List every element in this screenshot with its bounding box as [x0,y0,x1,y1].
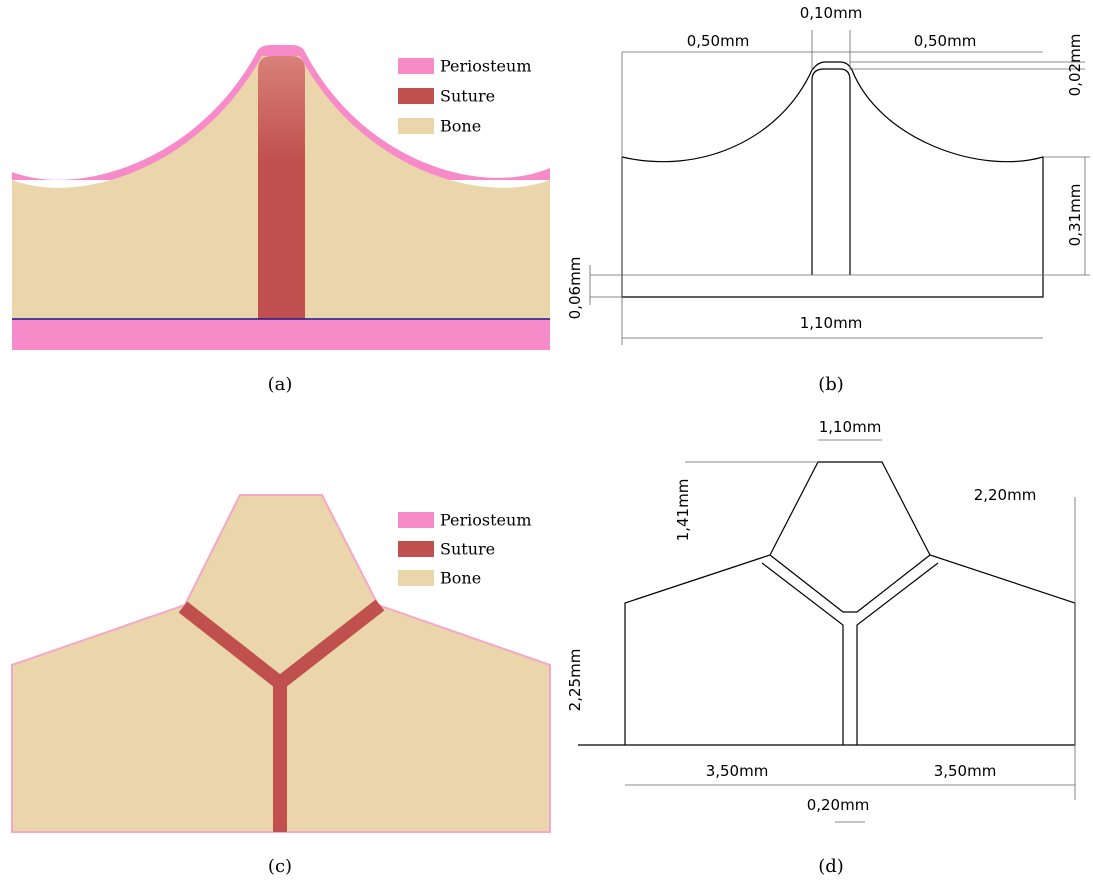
legend-label: Suture [440,87,495,106]
legend-label: Suture [440,540,495,559]
dimension: 3,50mm [706,762,769,780]
suture [258,56,305,320]
suture-outline [812,69,850,275]
panel-label: (d) [818,856,844,877]
panel-b: 0,10mm 0,50mm 0,50mm 0,02mm 0,31mm 0,06m… [566,4,1090,395]
dimension: 1,10mm [819,418,882,436]
legend-label: Bone [440,569,481,588]
dimension: 0,31mm [1066,184,1084,247]
periosteum-bottom [12,319,550,350]
dimension: 0,06mm [566,257,584,320]
figure: Periosteum Suture Bone (a) 0,10mm 0,50mm… [0,0,1093,880]
panel-d: 1,10mm 1,41mm 2,20mm 2,25mm 3,50mm 3,50m… [566,418,1075,877]
legend-swatch [398,58,434,74]
panel-c: Periosteum Suture Bone (c) [12,495,550,877]
legend-swatch [398,541,434,557]
dimension: 1,10mm [800,314,863,332]
dimension: 3,50mm [934,762,997,780]
suture-outline [857,563,938,745]
outline [622,62,1043,297]
legend-label: Bone [440,117,481,136]
dimension: 0,02mm [1066,34,1084,97]
legend-swatch [398,570,434,586]
outline [625,462,1075,745]
dimension: 1,41mm [674,479,692,542]
panel-a: Periosteum Suture Bone (a) [12,45,550,395]
panel-label: (c) [268,856,292,877]
panel-label: (b) [818,374,844,395]
legend-label: Periosteum [440,511,532,530]
panel-label: (a) [268,374,293,395]
legend-swatch [398,118,434,134]
dimension: 2,20mm [974,486,1037,504]
dimension: 0,50mm [914,32,977,50]
dimension: 2,25mm [566,649,584,712]
dimension: 0,50mm [687,32,750,50]
suture-outline [762,563,843,745]
legend-swatch [398,88,434,104]
legend-label: Periosteum [440,57,532,76]
dimension: 0,10mm [800,4,863,22]
legend-swatch [398,512,434,528]
dimension: 0,20mm [807,796,870,814]
suture-outline [770,555,930,612]
